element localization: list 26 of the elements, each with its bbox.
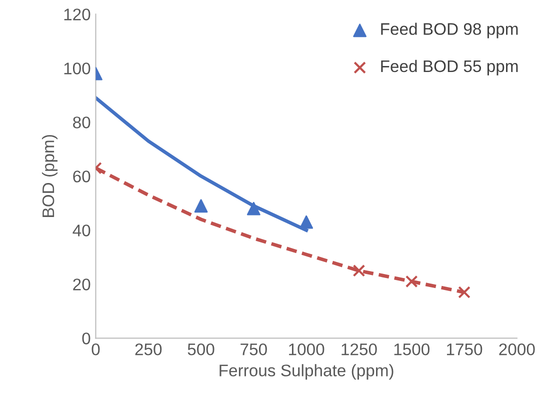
point	[300, 215, 314, 229]
point	[246, 202, 260, 216]
x-tick-label: 250	[135, 343, 162, 356]
y-tick-label: 20	[73, 278, 90, 290]
y-tick-label: 120	[64, 8, 90, 20]
point	[405, 275, 418, 288]
y-tick-label: 100	[64, 62, 90, 74]
y-tick-label: 0	[82, 332, 90, 344]
legend-label: Feed BOD 98 ppm	[381, 22, 518, 38]
x-tick-label: 0	[92, 343, 100, 356]
y-tick-label: 60	[73, 170, 90, 182]
line-series	[96, 166, 466, 294]
point	[458, 286, 470, 298]
x-tick-label: 2000	[499, 343, 535, 356]
x-tick-label: 1000	[289, 343, 324, 356]
x-tick-label: 1250	[342, 343, 377, 356]
legend-label: Feed BOD 55 ppm	[381, 60, 518, 76]
y-tick-label: 40	[72, 224, 90, 236]
x-tick-label: 500	[188, 343, 214, 356]
x-tick-label: 750	[240, 343, 267, 356]
x-tick-label: 1500	[394, 343, 430, 356]
y-tick-label: 80	[73, 116, 90, 128]
point	[352, 264, 366, 277]
x-tick-label: 1750	[447, 343, 482, 356]
x-axis-title: Ferrous Sulphate (ppm)	[220, 364, 394, 380]
y-axis-title: BOD (ppm)	[42, 135, 58, 217]
